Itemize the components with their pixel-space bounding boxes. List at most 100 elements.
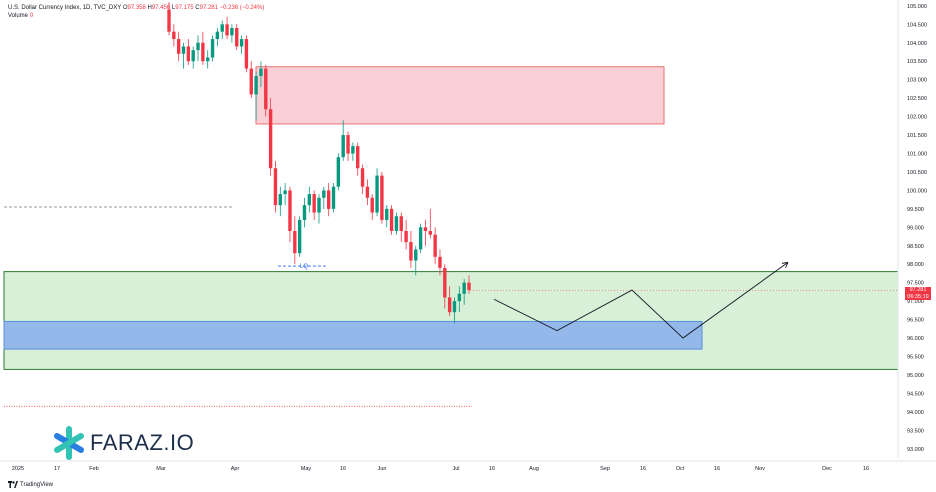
candle-body <box>172 31 176 40</box>
candle-body <box>220 24 224 32</box>
candle <box>220 20 224 40</box>
candle <box>438 249 442 276</box>
candle <box>244 35 249 73</box>
zones-layer <box>3 66 899 370</box>
candle-body <box>331 186 336 209</box>
candle-body <box>447 297 452 313</box>
candle <box>225 16 229 40</box>
tradingview-brand[interactable]: TradingView <box>8 481 53 488</box>
candle <box>312 190 316 220</box>
projection-arrowhead <box>781 261 789 269</box>
time-tick-label: 16 <box>714 466 720 472</box>
price-tick-label: 100.000 <box>907 188 927 194</box>
time-tick-label: Mar <box>156 466 166 472</box>
time-tick-label: Sep <box>600 466 610 472</box>
price-tick-label: 96.500 <box>907 318 924 324</box>
candle-body <box>210 39 215 58</box>
candle-body <box>370 197 374 213</box>
candle-body <box>268 109 273 169</box>
candle-body <box>206 57 210 62</box>
candle <box>457 286 462 313</box>
candle <box>206 50 210 69</box>
price-tick-label: 93.000 <box>907 447 924 453</box>
candle <box>370 194 374 220</box>
candle <box>230 24 234 43</box>
candle-body <box>302 205 307 220</box>
candle-body <box>181 46 186 54</box>
candle-body <box>254 75 258 95</box>
candle <box>447 286 452 316</box>
candle <box>297 216 302 257</box>
candle-body <box>249 68 253 95</box>
candle-body <box>418 227 423 250</box>
candle-body <box>356 146 360 169</box>
high-value: 97.456 <box>151 5 171 11</box>
candle-body <box>423 227 428 231</box>
candle-body <box>438 256 442 268</box>
candle <box>385 205 389 228</box>
time-tick-label: Jul <box>452 466 459 472</box>
candle-body <box>428 231 432 235</box>
tradingview-text: TradingView <box>20 481 54 488</box>
countdown-value: 06:35:19 <box>907 293 929 300</box>
candle <box>249 61 253 99</box>
candle-body <box>341 135 345 158</box>
candle-body <box>176 39 181 54</box>
candle-body <box>404 231 408 243</box>
candle-body <box>283 190 287 195</box>
price-tick-label: 104.500 <box>907 22 927 28</box>
price-tick-label: 102.000 <box>907 115 927 121</box>
price-tick-label: 98.500 <box>907 244 924 250</box>
time-tick-label: Nov <box>755 466 765 472</box>
candle <box>307 186 312 213</box>
candle-body <box>191 50 195 62</box>
candle <box>346 131 350 161</box>
symbol-title: U.S. Dollar Currency Index, 1D, TVC_DXY <box>8 5 122 11</box>
time-tick-label: Dec <box>822 466 832 472</box>
candle-body <box>365 186 370 198</box>
price-tick-label: 101.500 <box>907 133 927 139</box>
demand-zone <box>3 271 899 370</box>
candle-body <box>409 242 413 261</box>
price-tick-label: 104.000 <box>907 41 927 47</box>
candle-body <box>326 190 331 209</box>
candle <box>428 208 432 239</box>
price-tick-label: 100.500 <box>907 170 927 176</box>
candle <box>404 219 408 250</box>
candle <box>288 186 292 243</box>
candle <box>191 46 195 69</box>
candle-body <box>317 197 321 213</box>
supply-zone <box>255 66 665 125</box>
candle-body <box>375 175 379 213</box>
candle-body <box>457 293 462 302</box>
candle <box>210 35 215 62</box>
candle <box>336 153 341 191</box>
time-tick-label: 16 <box>640 466 646 472</box>
candle-body <box>225 24 229 36</box>
candle <box>239 35 244 54</box>
candle <box>293 216 297 265</box>
candle-body <box>346 135 350 154</box>
candle <box>365 179 370 206</box>
price-tick-label: 97.500 <box>907 281 924 287</box>
candle-body <box>443 267 447 298</box>
candle-body <box>259 68 263 76</box>
candle-body <box>462 282 466 294</box>
time-tick-label: Feb <box>89 466 98 472</box>
candle <box>254 72 258 121</box>
faraz-logo-text: FARAZ.IO <box>90 430 195 455</box>
close-label: C <box>195 5 200 11</box>
low-value: 97.175 <box>175 5 194 11</box>
price-tick-label: 102.500 <box>907 96 927 102</box>
candle-body <box>467 282 471 291</box>
candle <box>351 142 355 161</box>
price-tick-label: 103.000 <box>907 78 927 84</box>
candle-body <box>389 208 394 231</box>
candle <box>264 64 268 117</box>
last-price-value: 97.281 <box>909 287 927 293</box>
candle <box>172 24 176 47</box>
low-label: L <box>171 5 176 11</box>
volume-value: 0 <box>29 13 34 19</box>
candle-body <box>360 168 365 187</box>
